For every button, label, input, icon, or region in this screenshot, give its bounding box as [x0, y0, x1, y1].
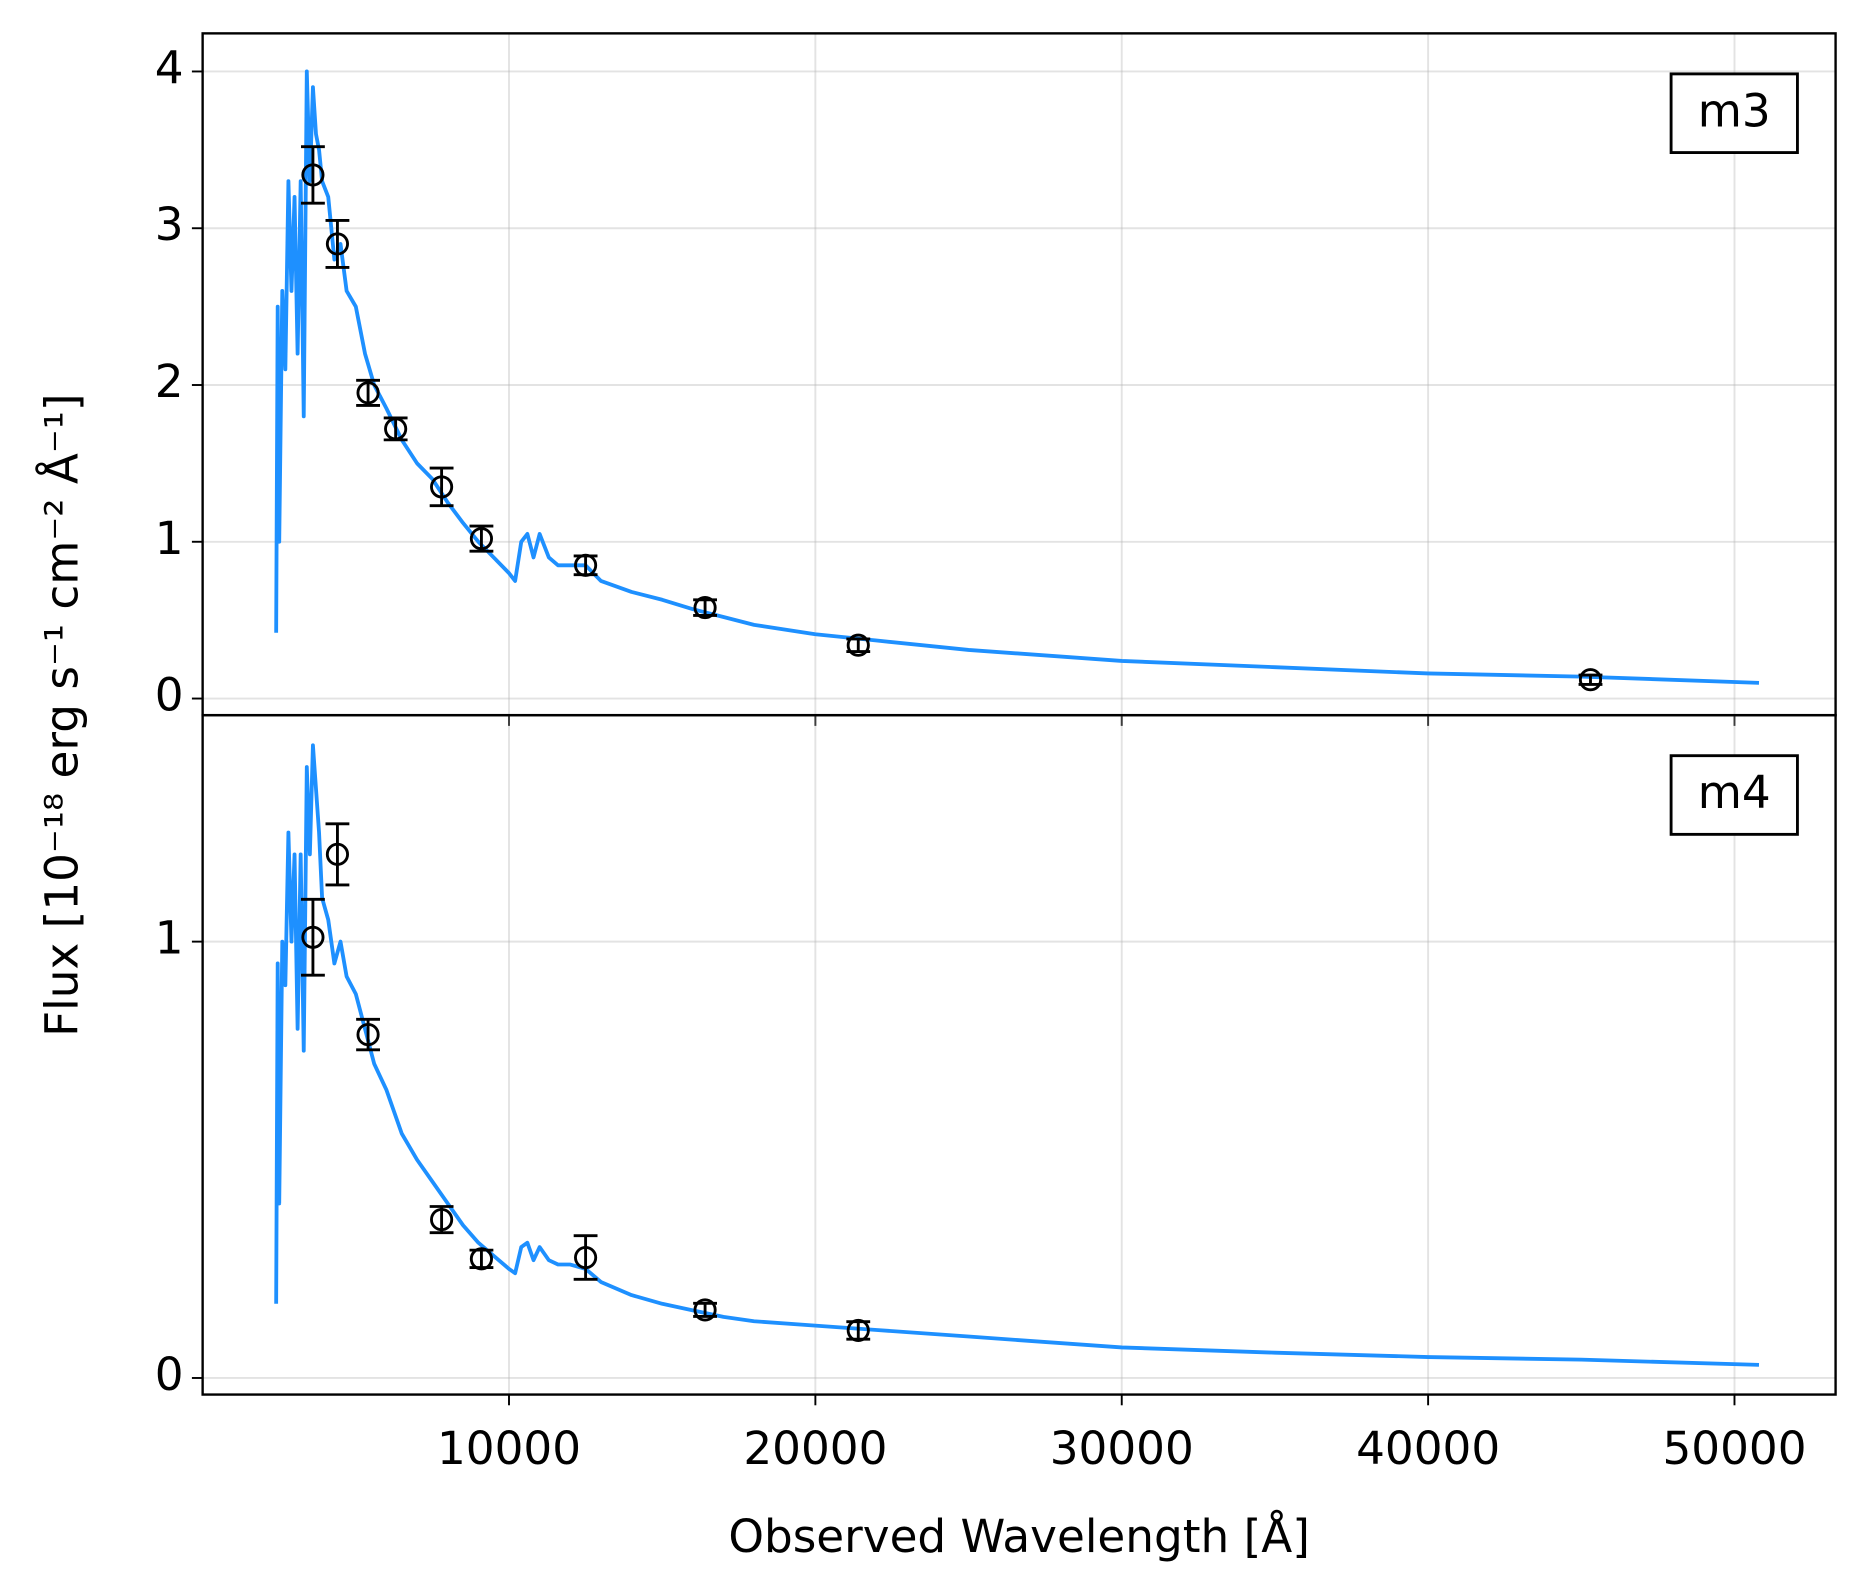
- error-bar: [356, 378, 380, 407]
- data-point: [325, 232, 349, 256]
- error-bar: [429, 466, 454, 508]
- x-tick-label: 40000: [1356, 1422, 1500, 1475]
- panel-label: m4: [1698, 766, 1771, 819]
- label-box: [1669, 754, 1799, 836]
- data-point: [430, 1208, 454, 1232]
- x-tick-label: 20000: [743, 1422, 887, 1475]
- x-tick-label: 30000: [1050, 1422, 1194, 1475]
- x-axis-label: Observed Wavelength [Å]: [728, 1510, 1310, 1563]
- data-point: [846, 633, 870, 657]
- error-bar: [301, 145, 325, 205]
- y-tick-label: 2: [155, 355, 184, 408]
- model-line: [274, 743, 1760, 1367]
- axes-frame: [201, 32, 1837, 717]
- y-tick-label: 4: [155, 41, 184, 94]
- x-tick-label: 50000: [1662, 1422, 1806, 1475]
- data-point: [356, 381, 380, 405]
- data-point: [430, 475, 454, 499]
- error-bar: [573, 1234, 598, 1281]
- data-point: [846, 1318, 870, 1342]
- error-bar: [469, 524, 494, 553]
- data-point: [469, 527, 493, 551]
- data-point: [301, 163, 325, 187]
- model-line: [274, 69, 1760, 685]
- error-bar: [325, 218, 350, 269]
- axes-frame: [201, 713, 1837, 1396]
- data-point: [693, 1298, 717, 1322]
- error-bar: [301, 897, 325, 977]
- data-point: [574, 1245, 598, 1270]
- y-axis-label: Flux [10⁻¹⁸ erg s⁻¹ cm⁻² Å⁻¹]: [36, 393, 89, 1036]
- label-box: [1669, 72, 1799, 154]
- y-tick-label: 1: [155, 912, 184, 965]
- data-point: [384, 417, 408, 441]
- data-point: [574, 553, 598, 577]
- y-tick-label: 0: [155, 669, 184, 722]
- y-tick-label: 3: [155, 198, 184, 251]
- data-point: [693, 596, 717, 620]
- y-tick-label: 1: [155, 512, 184, 565]
- y-tick-label: 0: [155, 1348, 184, 1401]
- data-point: [325, 842, 349, 866]
- data-point: [301, 925, 325, 949]
- panel-label: m3: [1698, 84, 1771, 137]
- data-point: [469, 1247, 493, 1271]
- data-point: [356, 1023, 380, 1047]
- error-bar: [325, 822, 350, 887]
- data-point: [1578, 668, 1603, 692]
- x-tick-label: 10000: [437, 1422, 581, 1475]
